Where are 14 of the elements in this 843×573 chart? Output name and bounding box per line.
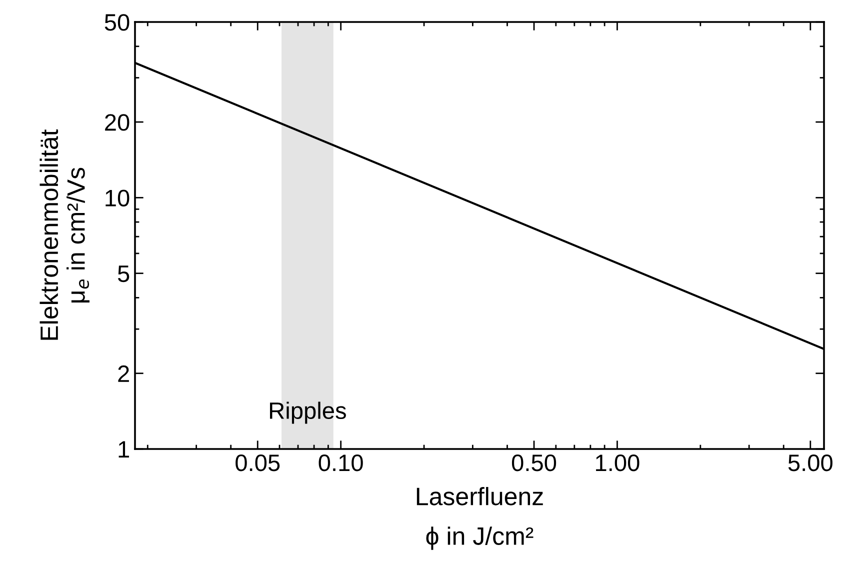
x-axis-title: Laserfluenz ϕ in J/cm² [416, 486, 543, 550]
y-axis-title: Elektronenmobilität μ$_{e}$ in cm²/Vs [40, 129, 90, 340]
y-tick-label: 10 [106, 190, 130, 206]
x-tick-label: 0.50 [512, 454, 556, 472]
y-tick-label: 1 [118, 441, 129, 458]
y-tick-label: 5 [118, 266, 130, 282]
y-tick-label: 20 [105, 114, 130, 131]
y-tick-label: 2 [118, 365, 129, 382]
x-tick-label: 1.00 [596, 454, 640, 472]
x-tick-label: 0.10 [318, 454, 363, 472]
x-tick-label: 0.05 [236, 454, 280, 472]
x-tick-label: 5.00 [788, 454, 832, 472]
y-tick-label: 50 [104, 14, 130, 31]
band-label: Ripples [270, 402, 346, 424]
